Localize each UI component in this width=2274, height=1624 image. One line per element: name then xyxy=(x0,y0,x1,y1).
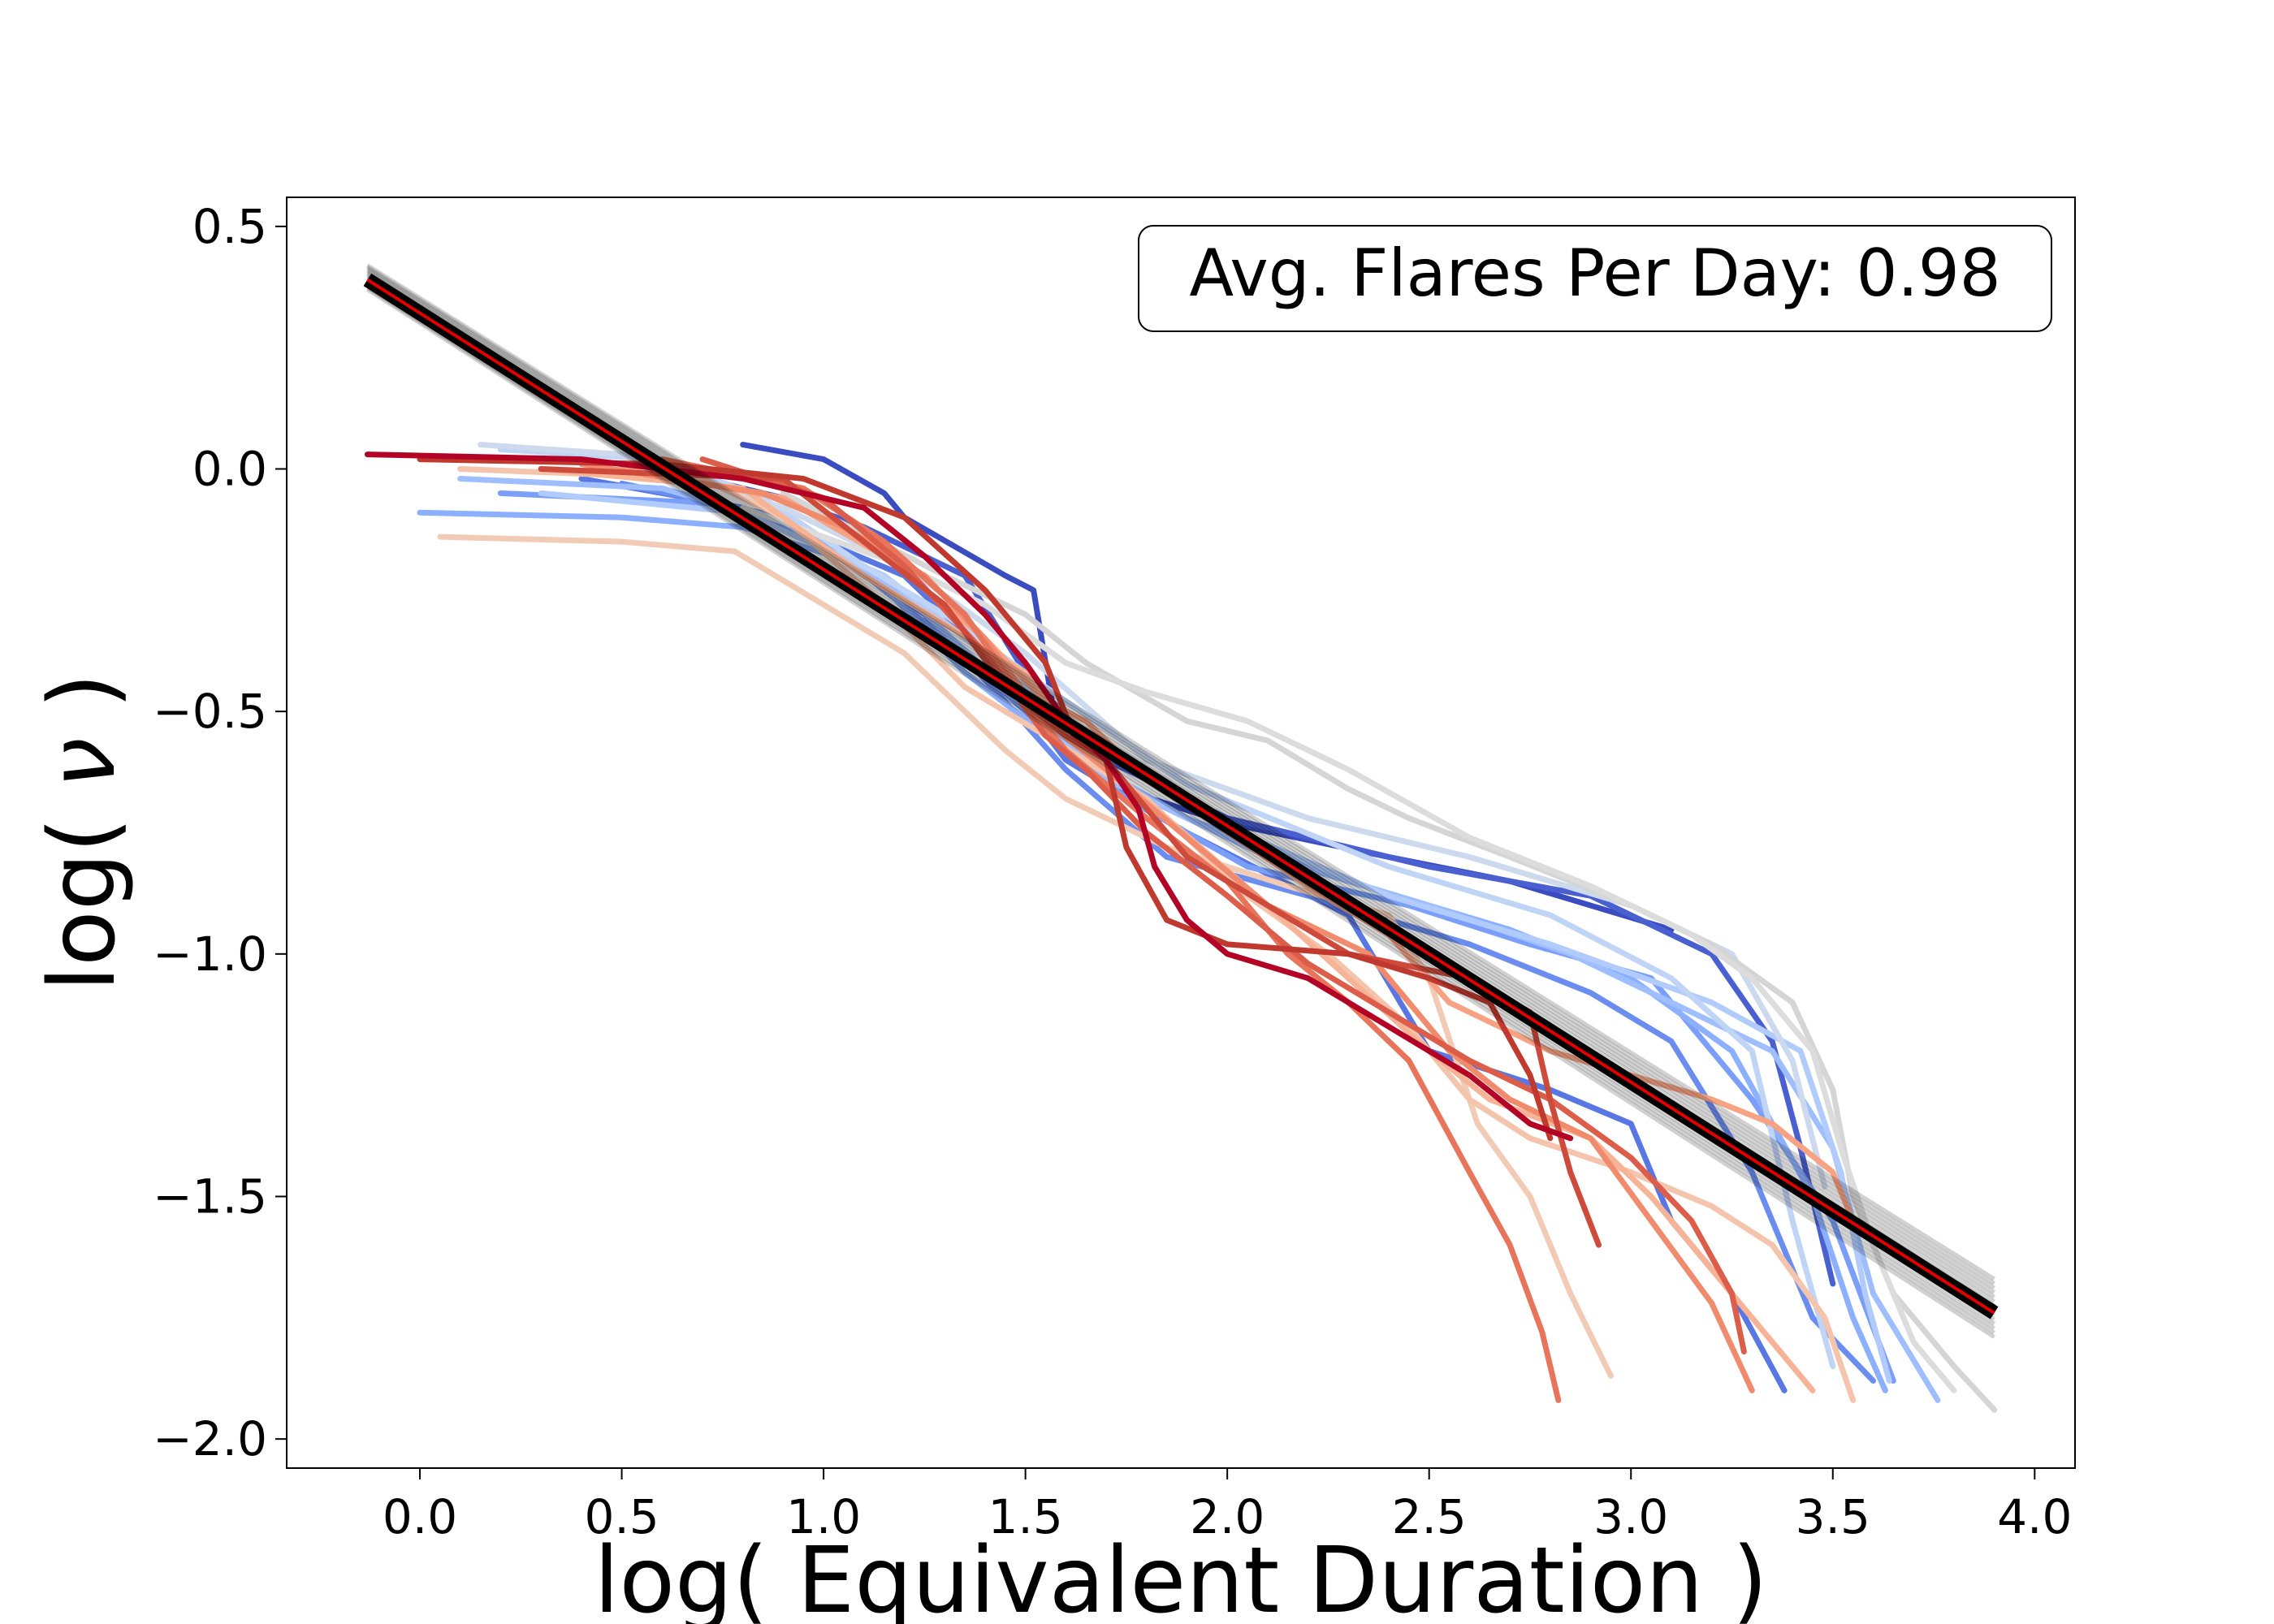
x-tick-label: 4.0 xyxy=(1997,1489,2072,1544)
posterior-fit-line-14 xyxy=(366,263,1995,1281)
series-line-14 xyxy=(457,466,1857,1403)
series-line-12 xyxy=(740,504,1957,1393)
series-line-6 xyxy=(417,509,1888,1393)
series-line-9 xyxy=(497,447,1836,1370)
fit-layer xyxy=(366,278,1995,1315)
y-tick-label: −0.5 xyxy=(153,684,267,739)
x-tick-label: 2.0 xyxy=(1190,1489,1265,1544)
x-axis-ticks: 0.0 0.5 1.0 1.5 2.0 2.5 3.0 3.5 4.0 xyxy=(383,1468,2072,1544)
series-line-3 xyxy=(578,476,1788,1393)
annotation-box: Avg. Flares Per Day: 0.98 xyxy=(1138,225,2052,332)
y-tick-label: −2.0 xyxy=(153,1411,267,1466)
x-tick-label: 0.0 xyxy=(383,1489,457,1544)
y-axis-label-prefix: log( xyxy=(30,788,136,991)
best-fit-line xyxy=(366,278,1995,1315)
y-axis-label-suffix: ) xyxy=(30,673,136,737)
y-tick-label: 0.0 xyxy=(192,442,267,497)
series-line-15 xyxy=(538,466,1816,1393)
y-tick-label: −1.0 xyxy=(153,926,267,982)
plot-frame xyxy=(286,197,2076,1469)
series-line-20 xyxy=(538,466,1602,1248)
y-axis-ticks: 0.5 0.0 −0.5 −1.0 −1.5 −2.0 xyxy=(153,199,287,1466)
series-line-22 xyxy=(364,451,1574,1142)
x-tick-label: 0.5 xyxy=(584,1489,659,1544)
posterior-fit-line-11 xyxy=(366,269,1995,1294)
x-axis-label: log( Equivalent Duration ) xyxy=(594,1528,1767,1624)
x-tick-label: 2.5 xyxy=(1392,1489,1467,1544)
series-line-5 xyxy=(497,490,1896,1384)
y-tick-label: 0.5 xyxy=(192,199,267,254)
series-line-19 xyxy=(699,456,1747,1355)
posterior-fit-line-1 xyxy=(366,287,1995,1339)
posterior-fit-line-13 xyxy=(366,265,1995,1285)
x-tick-label: 1.0 xyxy=(786,1489,861,1544)
x-tick-label: 3.0 xyxy=(1593,1489,1668,1544)
x-tick-label: 1.5 xyxy=(988,1489,1063,1544)
posterior-fit-line-12 xyxy=(366,267,1995,1290)
series-line-21 xyxy=(417,456,1554,1142)
fit-band-layer xyxy=(363,263,1999,1339)
x-tick-label: 3.5 xyxy=(1796,1489,1870,1544)
series-layer xyxy=(364,442,1998,1413)
y-axis-label-symbol: ν xyxy=(30,737,136,788)
y-axis-label: log( ν ) xyxy=(30,673,136,991)
y-tick-label: −1.5 xyxy=(153,1168,267,1224)
annotation-text: Avg. Flares Per Day: 0.98 xyxy=(1189,235,2000,311)
posterior-fit-line-2 xyxy=(366,286,1995,1335)
